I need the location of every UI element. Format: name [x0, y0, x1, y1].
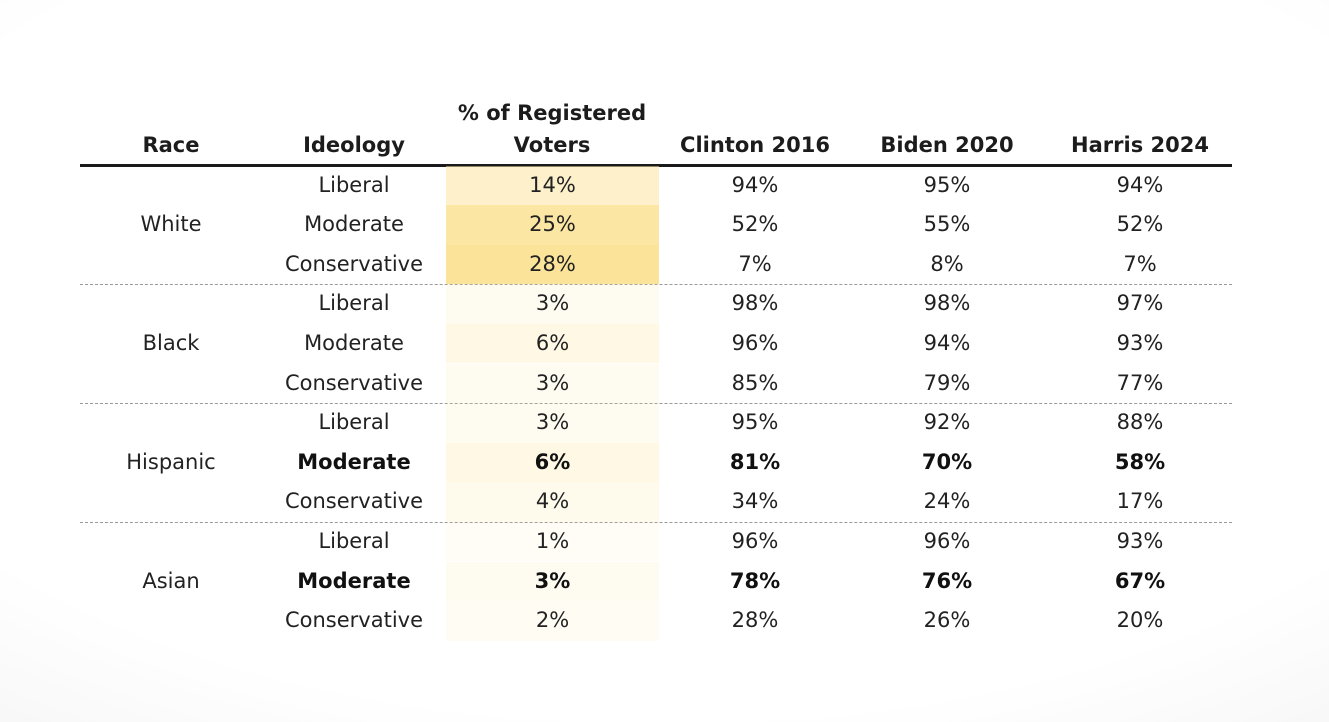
- share-heat-cell: [446, 244, 659, 285]
- registered-share-cell: 6%: [534, 449, 571, 474]
- clinton-2016-cell: 7%: [738, 251, 772, 276]
- clinton-2016-cell: 28%: [731, 608, 779, 633]
- registered-share-cell: 3%: [535, 291, 570, 316]
- clinton-2016-cell: 78%: [729, 568, 781, 593]
- share-heat-cell: [446, 403, 659, 443]
- race-label: Black: [142, 330, 200, 355]
- harris-2024-cell: 93%: [1116, 330, 1164, 355]
- clinton-2016-cell: 94%: [731, 172, 779, 197]
- biden-2020-cell: 79%: [923, 370, 971, 395]
- ideology-cell: Moderate: [304, 212, 404, 237]
- ideology-cell: Liberal: [318, 291, 390, 316]
- harris-2024-cell: 94%: [1116, 172, 1164, 197]
- ideology-cell: Conservative: [284, 489, 424, 514]
- harris-2024-cell: 67%: [1114, 568, 1166, 593]
- registered-share-cell: 6%: [535, 330, 570, 355]
- registered-share-cell: 14%: [529, 172, 576, 197]
- race-label: Asian: [142, 568, 200, 593]
- group-divider: [80, 403, 1232, 405]
- biden-2020-cell: 55%: [923, 212, 971, 237]
- biden-2020-cell: 70%: [921, 449, 973, 474]
- harris-2024-cell: 88%: [1116, 410, 1164, 435]
- harris-2024-cell: 20%: [1116, 608, 1164, 633]
- share-heat-cell: [446, 205, 659, 245]
- registered-share-cell: 3%: [534, 568, 571, 593]
- registered-share-cell: 2%: [535, 608, 570, 633]
- biden-2020-cell: 94%: [923, 330, 971, 355]
- share-heat-cell: [446, 561, 659, 602]
- header-clinton-2016: Clinton 2016: [680, 133, 830, 157]
- share-heat-cell: [446, 165, 659, 206]
- biden-2020-cell: 96%: [923, 528, 971, 553]
- harris-2024-cell: 93%: [1116, 528, 1164, 553]
- header-harris-2024: Harris 2024: [1071, 133, 1209, 157]
- clinton-2016-cell: 98%: [731, 291, 779, 316]
- header-registered-voters-line2: Voters: [513, 133, 591, 157]
- registered-share-cell: 25%: [529, 212, 576, 237]
- ideology-cell: Liberal: [318, 528, 390, 553]
- ideology-cell: Conservative: [284, 251, 424, 276]
- share-heat-cell: [446, 363, 659, 404]
- harris-2024-cell: 52%: [1116, 212, 1164, 237]
- share-heat-cell: [446, 442, 659, 483]
- clinton-2016-cell: 81%: [729, 449, 781, 474]
- clinton-2016-cell: 96%: [731, 528, 779, 553]
- header-registered-voters-line1: % of Registered: [457, 101, 647, 125]
- biden-2020-cell: 98%: [923, 291, 971, 316]
- biden-2020-cell: 92%: [923, 410, 971, 435]
- race-label: Hispanic: [126, 449, 216, 474]
- share-heat-cell: [446, 482, 659, 522]
- biden-2020-cell: 8%: [930, 251, 964, 276]
- group-divider: [80, 521, 1232, 523]
- biden-2020-cell: 26%: [923, 608, 971, 633]
- harris-2024-cell: 17%: [1116, 489, 1164, 514]
- header-ideology: Ideology: [303, 133, 405, 157]
- biden-2020-cell: 95%: [923, 172, 971, 197]
- clinton-2016-cell: 34%: [731, 489, 779, 514]
- harris-2024-cell: 97%: [1116, 291, 1164, 316]
- ideology-cell: Conservative: [284, 608, 424, 633]
- registered-share-cell: 4%: [535, 489, 570, 514]
- group-divider: [80, 284, 1232, 286]
- ideology-cell: Liberal: [318, 172, 390, 197]
- harris-2024-cell: 77%: [1116, 370, 1164, 395]
- registered-share-cell: 3%: [535, 410, 570, 435]
- header-registered-voters: % of Registered Voters: [436, 97, 668, 161]
- registered-share-cell: 28%: [529, 251, 576, 276]
- clinton-2016-cell: 95%: [731, 410, 779, 435]
- share-heat-cell: [446, 601, 659, 641]
- clinton-2016-cell: 52%: [731, 212, 779, 237]
- clinton-2016-cell: 85%: [731, 370, 779, 395]
- clinton-2016-cell: 96%: [731, 330, 779, 355]
- race-label: White: [140, 212, 202, 237]
- share-heat-cell: [446, 284, 659, 324]
- harris-2024-cell: 58%: [1114, 449, 1166, 474]
- ideology-cell: Moderate: [297, 449, 411, 474]
- share-heat-cell: [446, 521, 659, 562]
- registered-share-cell: 3%: [535, 370, 570, 395]
- ideology-cell: Moderate: [297, 568, 411, 593]
- harris-2024-cell: 7%: [1123, 251, 1157, 276]
- ideology-cell: Moderate: [304, 330, 404, 355]
- header-biden-2020: Biden 2020: [880, 133, 1014, 157]
- header-race: Race: [142, 133, 200, 157]
- ideology-cell: Conservative: [284, 370, 424, 395]
- biden-2020-cell: 24%: [923, 489, 971, 514]
- registered-share-cell: 1%: [535, 528, 570, 553]
- share-heat-cell: [446, 323, 659, 364]
- biden-2020-cell: 76%: [921, 568, 973, 593]
- ideology-cell: Liberal: [318, 410, 390, 435]
